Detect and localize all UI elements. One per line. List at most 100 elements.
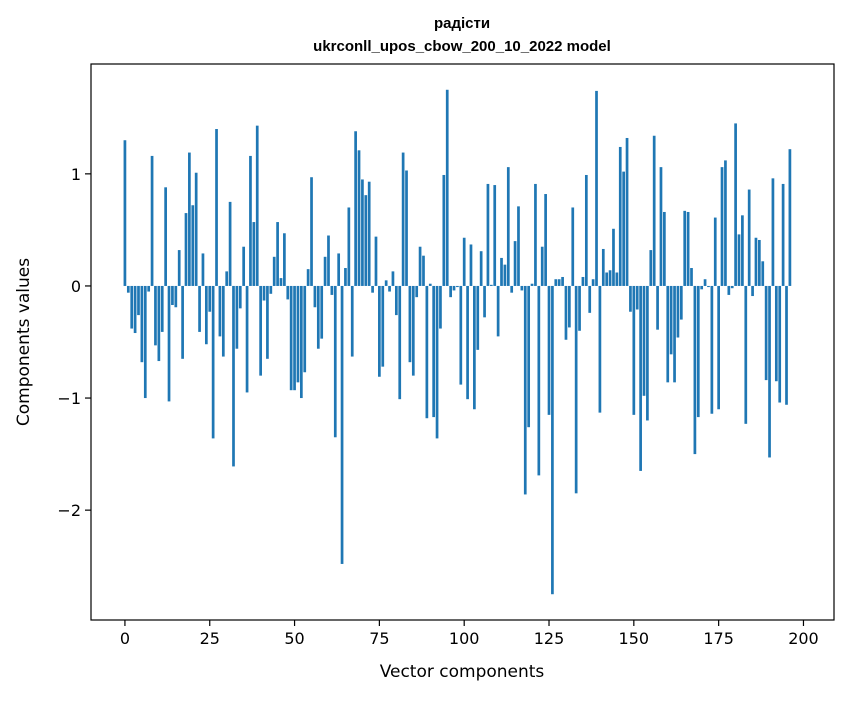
bar	[496, 285, 500, 337]
bar	[367, 181, 371, 286]
bar	[398, 285, 402, 400]
bar	[218, 285, 222, 337]
bar	[293, 285, 296, 391]
bar	[479, 251, 483, 286]
bar	[469, 244, 473, 286]
bar	[276, 222, 279, 286]
bar	[361, 179, 364, 286]
bar	[208, 285, 212, 312]
bar	[530, 283, 534, 286]
bar	[649, 250, 653, 286]
bar	[534, 183, 537, 286]
bar	[561, 276, 564, 286]
bar	[354, 131, 357, 286]
bar	[622, 171, 626, 286]
bar	[374, 236, 378, 286]
bar	[510, 285, 514, 293]
bar	[279, 278, 283, 286]
bar	[493, 185, 497, 286]
bar	[717, 285, 720, 410]
bar	[574, 285, 578, 494]
y-tick-label: −2	[57, 501, 81, 520]
bar	[266, 285, 269, 359]
bar	[551, 285, 554, 595]
bar	[669, 285, 673, 355]
bar	[157, 285, 161, 362]
axis-ticks: 0 25 50 75 100 125 150 175 200 1 0 −1 −2	[57, 165, 818, 648]
bar	[473, 285, 476, 410]
bar	[452, 285, 456, 291]
bar	[147, 285, 151, 292]
bar	[435, 285, 439, 439]
bar	[754, 237, 758, 286]
bar	[340, 285, 344, 564]
bar	[364, 195, 368, 286]
bar	[425, 285, 429, 419]
bar	[676, 285, 680, 338]
bar	[130, 285, 134, 329]
x-tick-label: 150	[619, 629, 650, 648]
plot-frame	[90, 63, 835, 621]
y-tick-label: 1	[71, 165, 81, 184]
bar	[252, 222, 256, 286]
bar	[764, 285, 768, 381]
x-tick-label: 75	[369, 629, 389, 648]
bar	[269, 285, 273, 294]
bar	[758, 239, 761, 286]
x-tick-label: 50	[284, 629, 304, 648]
bar	[707, 285, 710, 288]
bar	[618, 146, 622, 286]
bar	[428, 283, 432, 286]
bar	[394, 285, 398, 316]
bar	[737, 234, 741, 286]
bar	[401, 152, 405, 286]
bar	[686, 211, 690, 286]
bar	[320, 285, 324, 339]
bar	[456, 285, 459, 288]
bar	[629, 285, 632, 312]
bar	[378, 285, 381, 377]
bar	[595, 90, 598, 286]
bar	[177, 250, 181, 286]
x-tick-label: 175	[703, 629, 734, 648]
bar	[299, 285, 303, 399]
bar	[228, 201, 232, 286]
bar	[415, 285, 419, 298]
bar	[778, 285, 782, 403]
bar	[371, 285, 374, 293]
bar	[350, 285, 354, 357]
bar	[489, 284, 493, 286]
x-tick-label: 200	[788, 629, 819, 648]
bar	[527, 285, 531, 428]
x-tick-label: 25	[200, 629, 220, 648]
bar	[571, 207, 575, 286]
bar	[781, 183, 785, 286]
bar	[181, 285, 184, 359]
bar	[520, 285, 524, 291]
bar	[462, 237, 466, 286]
bar	[286, 285, 290, 300]
bar	[272, 256, 276, 286]
bar	[693, 285, 697, 455]
bar	[703, 279, 707, 286]
bar	[601, 248, 605, 286]
bar	[486, 183, 490, 286]
bar-series	[123, 89, 792, 595]
bar	[608, 270, 612, 286]
bar	[225, 271, 229, 286]
bar	[211, 285, 215, 439]
bar	[476, 285, 480, 350]
bar	[154, 285, 157, 346]
bar	[459, 285, 463, 385]
x-tick-label: 125	[534, 629, 565, 648]
bar	[724, 160, 727, 286]
bar	[204, 285, 208, 345]
bar	[730, 285, 734, 289]
bar	[140, 285, 144, 363]
bar	[235, 285, 239, 349]
bar	[137, 285, 140, 316]
bar	[768, 285, 771, 458]
bar	[198, 285, 201, 332]
bar	[439, 285, 442, 329]
bar	[167, 285, 171, 402]
